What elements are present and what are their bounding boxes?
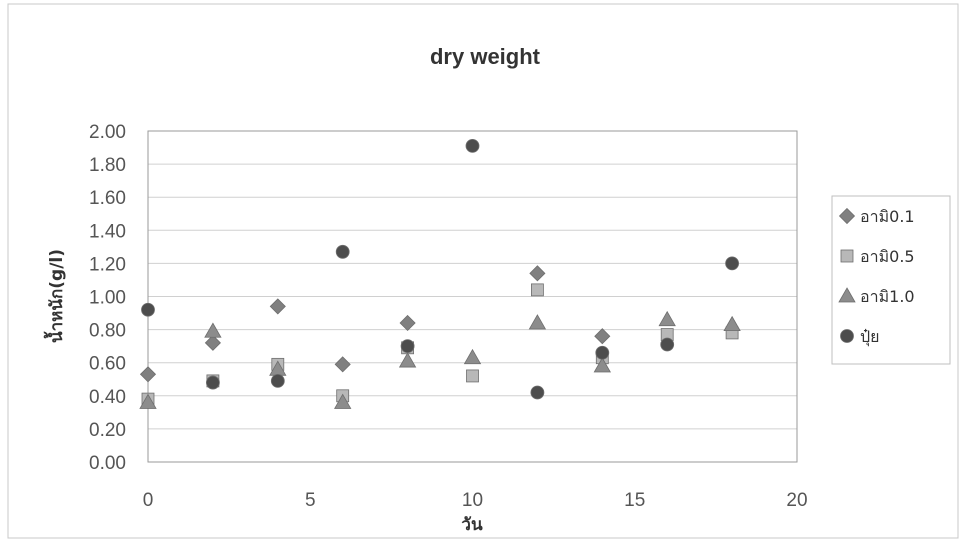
data-point-triangle <box>593 357 611 373</box>
data-point-triangle <box>658 310 676 327</box>
data-point-circle <box>530 385 545 400</box>
chart-area-border <box>7 3 959 539</box>
data-point-circle <box>595 345 610 360</box>
series-4 <box>141 138 739 400</box>
data-point-diamond <box>139 366 157 383</box>
data-point-triangle <box>723 315 741 332</box>
data-point-circle <box>205 375 220 390</box>
y-tick-label: 0.00 <box>89 453 126 474</box>
legend-label: อามิ0.5 <box>860 247 915 266</box>
x-tick-labels: 0 5 10 15 20 <box>143 490 808 511</box>
data-point-triangle <box>139 393 157 409</box>
data-point-triangle <box>334 393 352 409</box>
data-point-circle <box>141 302 155 317</box>
data-point-diamond <box>334 356 351 373</box>
legend-marker-diamond <box>838 207 856 225</box>
data-point-square <box>466 369 479 383</box>
y-axis-title: น้ำหนัก(g/l) <box>43 249 67 343</box>
data-point-circle <box>660 337 675 352</box>
x-axis-title: วัน <box>461 515 483 535</box>
legend-marker-circle <box>840 329 854 343</box>
legend-label: อามิ0.1 <box>860 207 915 226</box>
x-tick-label: 10 <box>462 490 483 511</box>
x-tick-label: 20 <box>786 490 807 511</box>
data-points <box>139 138 741 409</box>
legend-label: ปุ๋ย <box>860 327 880 347</box>
y-tick-label: 0.80 <box>89 321 126 342</box>
x-tick-label: 15 <box>624 490 645 511</box>
plot-area-border <box>147 130 798 463</box>
chart-title: dry weight <box>430 44 541 69</box>
y-tick-label: 1.20 <box>89 254 126 275</box>
legend: อามิ0.1 อามิ0.5 อามิ1.0 ปุ๋ย <box>831 195 951 365</box>
data-point-square <box>531 283 544 297</box>
data-point-circle <box>465 138 480 153</box>
data-point-circle <box>270 374 285 388</box>
data-point-triangle <box>398 352 417 368</box>
y-tick-label: 0.60 <box>89 354 126 375</box>
series-1 <box>139 265 611 383</box>
data-point-circle <box>725 256 739 271</box>
y-tick-label: 1.60 <box>89 188 126 209</box>
data-point-diamond <box>529 265 546 282</box>
data-point-diamond <box>269 298 286 315</box>
legend-label: อามิ1.0 <box>860 287 915 306</box>
data-point-triangle <box>528 314 547 330</box>
data-point-triangle <box>204 322 222 338</box>
data-point-diamond <box>399 314 416 332</box>
data-point-circle <box>400 339 415 354</box>
legend-marker-triangle <box>838 287 856 303</box>
y-tick-label: 1.40 <box>89 221 126 242</box>
y-tick-label: 2.00 <box>89 122 126 143</box>
y-tick-label: 0.20 <box>89 420 126 441</box>
data-point-diamond <box>594 328 611 345</box>
y-tick-labels: 0.00 0.20 0.40 0.60 0.80 1.00 1.20 1.40 1.60 1.80… <box>89 122 126 474</box>
data-point-circle <box>335 244 350 259</box>
legend-marker-square <box>840 249 854 263</box>
data-point-diamond <box>204 334 221 351</box>
x-tick-label: 5 <box>305 490 316 511</box>
y-tick-label: 1.00 <box>89 288 126 309</box>
data-point-triangle <box>463 348 482 365</box>
x-tick-label: 0 <box>143 490 154 511</box>
legend-items: อามิ0.1 อามิ0.5 อามิ1.0 ปุ๋ย <box>838 207 915 347</box>
series-3 <box>139 310 741 409</box>
y-tick-label: 0.40 <box>89 387 126 408</box>
y-tick-label: 1.80 <box>89 155 126 176</box>
